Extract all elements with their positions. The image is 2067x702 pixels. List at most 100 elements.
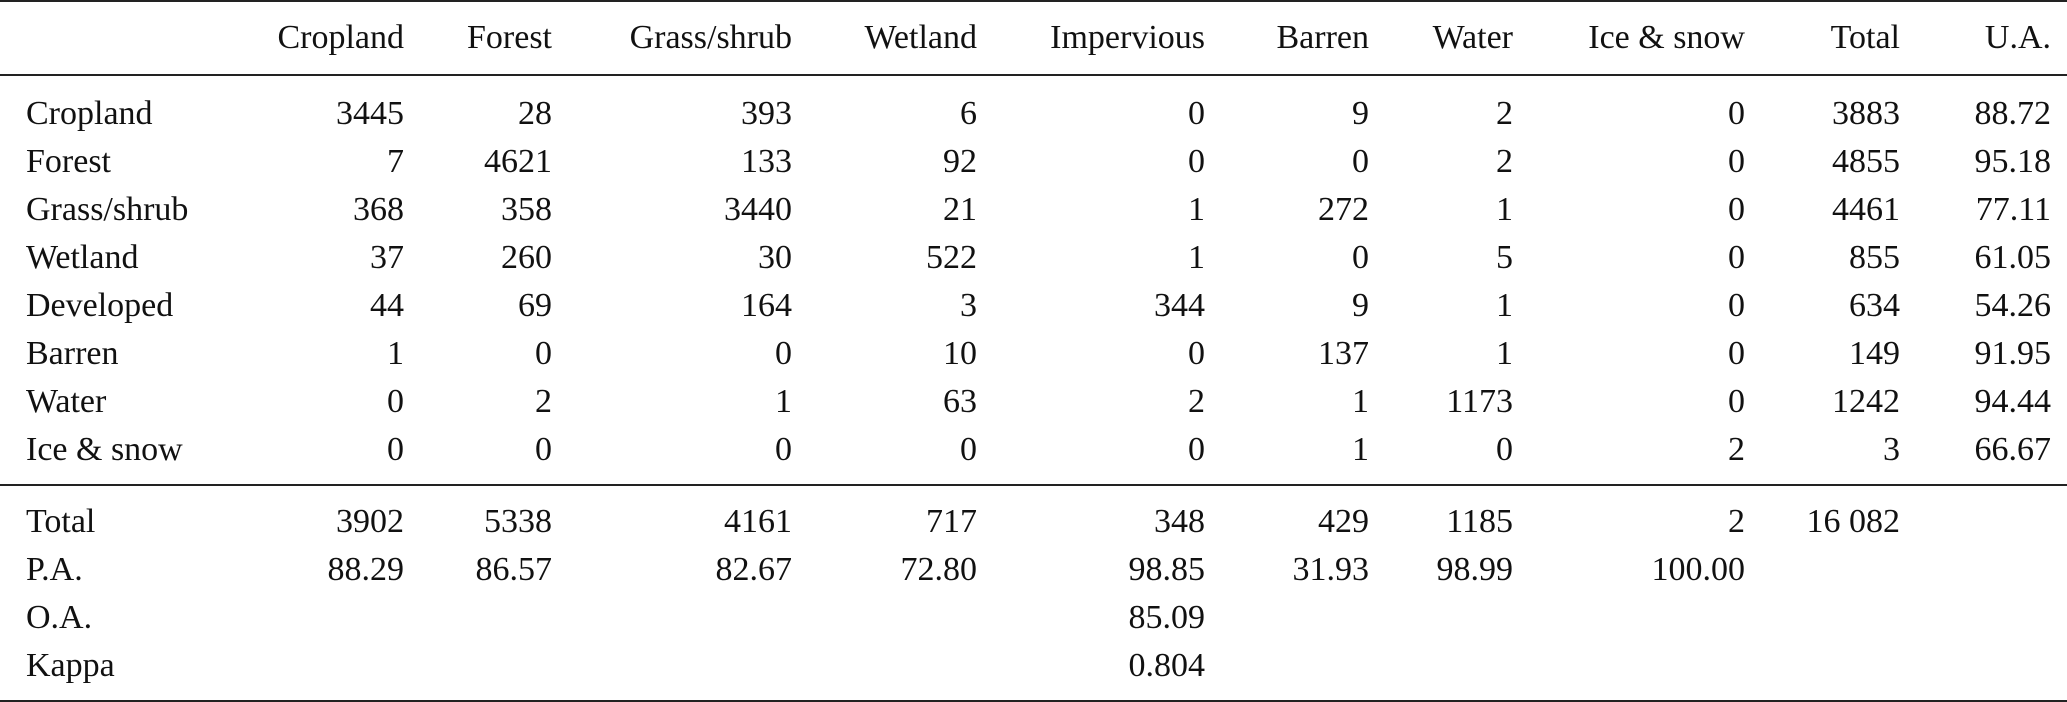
summary-cell: 98.99 <box>1436 551 1514 588</box>
summary-row-oa: O.A. 85.09 <box>0 594 2067 642</box>
table-cell: 164 <box>741 287 792 324</box>
table-row: Developed 44 69 164 3 344 9 1 0 634 54.26 <box>0 282 2067 330</box>
table-cell: 69 <box>518 287 552 324</box>
row-label: Wetland <box>26 239 139 276</box>
table-cell: 3 <box>960 287 977 324</box>
column-header: Impervious <box>1050 19 1205 56</box>
row-label: Cropland <box>26 95 153 132</box>
summary-cell: 88.29 <box>327 551 405 588</box>
table-cell: 0 <box>1188 335 1205 372</box>
table-cell: 1 <box>1352 383 1369 420</box>
table-cell: 358 <box>501 191 552 228</box>
table-cell: 2 <box>1188 383 1205 420</box>
table-row: Barren 1 0 0 10 0 137 1 0 149 91.95 <box>0 330 2067 378</box>
table-cell: 0 <box>1728 191 1745 228</box>
table-cell: 3 <box>1883 431 1900 468</box>
column-header: Ice & snow <box>1588 19 1745 56</box>
table-cell: 0 <box>535 335 552 372</box>
table-cell: 2 <box>1728 431 1745 468</box>
summary-cell: 82.67 <box>715 551 793 588</box>
table-cell: 4855 <box>1832 143 1900 180</box>
column-header: Forest <box>467 19 552 56</box>
row-label: Total <box>26 503 96 540</box>
table-cell: 0 <box>1352 239 1369 276</box>
column-header: Total <box>1830 19 1900 56</box>
table-row: Forest 7 4621 133 92 0 0 2 0 4855 95.18 <box>0 138 2067 186</box>
summary-cell: 86.57 <box>475 551 553 588</box>
table-cell: 1 <box>387 335 404 372</box>
summary-cell: 4161 <box>724 503 792 540</box>
table-cell: 0 <box>1728 239 1745 276</box>
table-cell: 66.67 <box>1974 431 2052 468</box>
column-header: U.A. <box>1984 19 2051 56</box>
table-cell: 344 <box>1154 287 1205 324</box>
summary-cell: 100.00 <box>1651 551 1746 588</box>
kappa-value: 0.804 <box>1128 647 1206 684</box>
summary-cell: 717 <box>926 503 977 540</box>
table-cell: 10 <box>943 335 977 372</box>
table-row: Wetland 37 260 30 522 1 0 5 0 855 61.05 <box>0 234 2067 282</box>
header-corner <box>0 1 240 75</box>
table-cell: 0 <box>1352 143 1369 180</box>
table-cell: 1 <box>1188 191 1205 228</box>
summary-cell: 5338 <box>484 503 552 540</box>
table-cell: 368 <box>353 191 404 228</box>
table-cell: 95.18 <box>1974 143 2052 180</box>
table-cell: 1 <box>1496 287 1513 324</box>
row-label: Kappa <box>26 647 115 684</box>
summary-cell: 348 <box>1154 503 1205 540</box>
column-header: Grass/shrub <box>629 19 792 56</box>
table-cell: 1 <box>775 383 792 420</box>
row-label: Water <box>26 383 107 420</box>
table-cell: 260 <box>501 239 552 276</box>
table-header: Cropland Forest Grass/shrub Wetland Impervio… <box>0 1 2067 75</box>
column-header: Water <box>1432 19 1513 56</box>
summary-cell: 2 <box>1728 503 1745 540</box>
table-cell: 137 <box>1318 335 1369 372</box>
table-cell: 91.95 <box>1974 335 2052 372</box>
row-label: Ice & snow <box>26 431 183 468</box>
row-label: P.A. <box>26 551 83 588</box>
table-cell: 54.26 <box>1974 287 2052 324</box>
table-cell: 133 <box>741 143 792 180</box>
summary-cell <box>1761 546 1916 594</box>
table-cell: 3445 <box>336 95 404 132</box>
table-cell: 0 <box>1728 335 1745 372</box>
table-cell: 9 <box>1352 287 1369 324</box>
table-cell: 3440 <box>724 191 792 228</box>
summary-cell: 429 <box>1318 503 1369 540</box>
summary-cell <box>1916 546 2067 594</box>
summary-cell: 16 082 <box>1806 503 1901 540</box>
table-cell: 0 <box>1728 287 1745 324</box>
table-cell: 2 <box>535 383 552 420</box>
table-cell: 0 <box>1188 143 1205 180</box>
table-cell: 1 <box>1496 335 1513 372</box>
table-cell: 6 <box>960 95 977 132</box>
table-summary: Total 3902 5338 4161 717 348 429 1185 2 16 082 P.… <box>0 485 2067 701</box>
table-cell: 0 <box>387 431 404 468</box>
row-label: Developed <box>26 287 174 324</box>
table-cell: 44 <box>370 287 404 324</box>
table-cell: 61.05 <box>1974 239 2052 276</box>
table-cell: 37 <box>370 239 404 276</box>
table-cell: 77.11 <box>1975 191 2051 228</box>
table-cell: 0 <box>535 431 552 468</box>
table-cell: 1 <box>1188 239 1205 276</box>
summary-cell: 3902 <box>336 503 404 540</box>
table-cell: 0 <box>1728 95 1745 132</box>
column-header: Wetland <box>864 19 977 56</box>
overall-accuracy-value: 85.09 <box>1128 599 1206 636</box>
table-row: Cropland 3445 28 393 6 0 9 2 0 3883 88.72 <box>0 75 2067 138</box>
row-label: Grass/shrub <box>26 191 189 228</box>
table-cell: 634 <box>1849 287 1900 324</box>
table-cell: 149 <box>1849 335 1900 372</box>
table-cell: 9 <box>1352 95 1369 132</box>
summary-cell: 98.85 <box>1128 551 1206 588</box>
table-cell: 0 <box>960 431 977 468</box>
table-row: Ice & snow 0 0 0 0 0 1 0 2 3 66.67 <box>0 426 2067 485</box>
column-header: Cropland <box>277 19 404 56</box>
table-cell: 0 <box>1728 383 1745 420</box>
header-row: Cropland Forest Grass/shrub Wetland Impervio… <box>0 1 2067 75</box>
table-cell: 0 <box>1496 431 1513 468</box>
